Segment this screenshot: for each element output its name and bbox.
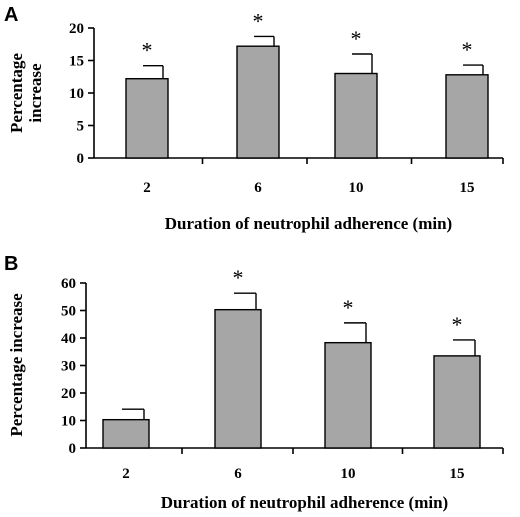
y-tick-label: 5 bbox=[77, 119, 85, 135]
y-tick-label: 10 bbox=[69, 86, 84, 102]
y-tick-label: 0 bbox=[77, 151, 85, 167]
bar bbox=[324, 341, 372, 449]
y-tick-label: 20 bbox=[61, 386, 76, 402]
y-axis-title-line: increase bbox=[26, 63, 45, 123]
y-tick-label: 10 bbox=[61, 414, 76, 430]
bar bbox=[334, 72, 378, 159]
y-tick-label: 0 bbox=[69, 441, 77, 457]
x-tick-label: 2 bbox=[122, 466, 130, 482]
significance-star: * bbox=[233, 265, 244, 290]
bar bbox=[102, 418, 150, 449]
y-tick-label: 30 bbox=[61, 359, 76, 375]
bar bbox=[445, 74, 489, 159]
significance-star: * bbox=[351, 26, 362, 51]
significance-star: * bbox=[142, 38, 153, 63]
bar bbox=[433, 355, 481, 449]
panel-letter: A bbox=[4, 4, 18, 26]
significance-star: * bbox=[462, 37, 473, 62]
x-axis-title: Duration of neutrophil adherence (min) bbox=[165, 214, 452, 233]
y-axis-title: Percentage increase bbox=[7, 293, 26, 437]
y-axis-title: Percentageincrease bbox=[7, 53, 45, 133]
x-tick-label: 10 bbox=[341, 466, 356, 482]
y-tick-label: 50 bbox=[61, 304, 76, 320]
x-tick-label: 2 bbox=[143, 180, 151, 196]
bar bbox=[214, 308, 262, 449]
significance-star: * bbox=[343, 295, 354, 320]
y-axis-title-line: Percentage increase bbox=[7, 293, 26, 437]
bar bbox=[125, 77, 169, 159]
panel-letter: B bbox=[4, 253, 18, 275]
y-tick-label: 20 bbox=[69, 21, 84, 37]
x-axis-title: Duration of neutrophil adherence (min) bbox=[161, 493, 448, 512]
y-tick-label: 60 bbox=[61, 276, 76, 292]
y-tick-label: 15 bbox=[69, 54, 84, 70]
significance-star: * bbox=[452, 312, 463, 337]
chart-panel-a: A 0 5 10 15 20 * 2 * 6 * 10 * 15 Duration of neutrophi… bbox=[4, 4, 504, 233]
x-tick-label: 6 bbox=[254, 180, 262, 196]
x-tick-label: 6 bbox=[234, 466, 242, 482]
y-tick-label: 40 bbox=[61, 331, 76, 347]
y-axis-title-line: Percentage bbox=[7, 53, 26, 133]
x-tick-label: 15 bbox=[460, 180, 475, 196]
bar bbox=[236, 45, 280, 159]
x-tick-label: 10 bbox=[349, 180, 364, 196]
significance-star: * bbox=[253, 8, 264, 33]
x-tick-label: 15 bbox=[450, 466, 465, 482]
